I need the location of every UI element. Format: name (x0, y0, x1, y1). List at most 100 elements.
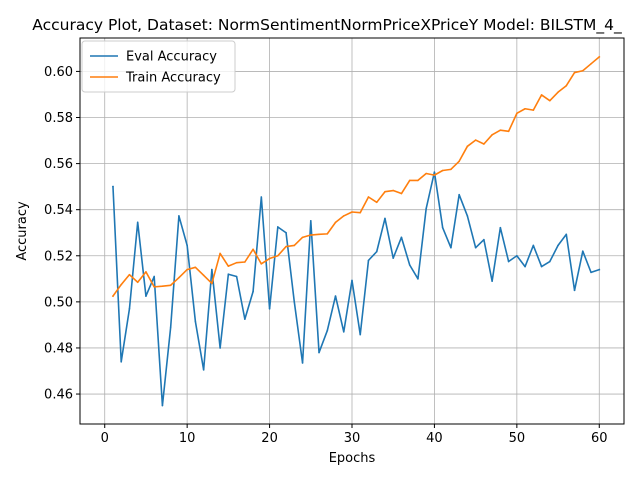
y-tick-label: 0.56 (44, 157, 73, 172)
data-point-eval-accuracy (384, 217, 386, 220)
data-point-eval-accuracy (507, 260, 510, 263)
data-point-train-accuracy (491, 133, 493, 136)
data-point-train-accuracy (309, 234, 312, 236)
data-point-train-accuracy (318, 233, 320, 236)
series-layer (111, 55, 601, 407)
data-point-train-accuracy (466, 145, 469, 148)
data-point-train-accuracy (136, 281, 139, 284)
data-point-eval-accuracy (342, 331, 345, 333)
data-point-train-accuracy (557, 91, 559, 93)
data-point-train-accuracy (301, 236, 304, 239)
data-point-train-accuracy (408, 179, 411, 182)
data-point-eval-accuracy (433, 171, 436, 173)
series-line-eval-accuracy (112, 171, 601, 407)
x-axis-label: Epochs (329, 451, 376, 466)
legend: Eval Accuracy Train Accuracy (81, 40, 236, 93)
data-point-train-accuracy (573, 71, 576, 74)
data-point-train-accuracy (342, 215, 345, 217)
data-point-train-accuracy (367, 196, 370, 198)
y-tick-label: 0.60 (44, 65, 73, 80)
data-point-eval-accuracy (128, 307, 131, 310)
data-point-train-accuracy (400, 192, 403, 195)
data-point-train-accuracy (499, 129, 502, 131)
x-tick-label: 40 (426, 431, 443, 446)
data-point-eval-accuracy (417, 278, 419, 280)
data-point-eval-accuracy (458, 193, 460, 196)
data-point-eval-accuracy (293, 301, 296, 303)
data-point-eval-accuracy (557, 244, 559, 247)
data-point-train-accuracy (450, 168, 452, 171)
data-point-eval-accuracy (136, 221, 139, 224)
data-point-eval-accuracy (565, 233, 568, 236)
x-tick-label: 30 (344, 431, 361, 446)
data-point-train-accuracy (532, 109, 535, 111)
data-point-train-accuracy (120, 283, 123, 286)
data-point-eval-accuracy (549, 260, 551, 263)
data-point-eval-accuracy (219, 347, 221, 349)
x-tick-label: 60 (591, 431, 608, 446)
y-tick-label: 0.58 (44, 111, 73, 126)
data-point-eval-accuracy (309, 219, 312, 222)
data-point-eval-accuracy (145, 295, 147, 297)
data-point-train-accuracy (112, 295, 114, 297)
data-point-train-accuracy (194, 266, 197, 269)
data-point-eval-accuracy (408, 264, 411, 266)
data-point-train-accuracy (458, 160, 460, 163)
data-point-train-accuracy (590, 63, 592, 65)
data-point-train-accuracy (516, 112, 518, 115)
y-tick-label: 0.54 (44, 203, 73, 218)
data-point-eval-accuracy (252, 290, 254, 293)
data-point-eval-accuracy (441, 226, 444, 229)
data-point-eval-accuracy (524, 265, 526, 268)
data-point-eval-accuracy (359, 333, 362, 336)
data-point-train-accuracy (219, 252, 221, 255)
data-point-eval-accuracy (590, 271, 592, 274)
series-points-train-accuracy (112, 56, 601, 297)
data-point-train-accuracy (235, 261, 238, 264)
data-point-train-accuracy (326, 233, 329, 235)
data-point-eval-accuracy (186, 244, 188, 247)
y-tick-label: 0.50 (44, 295, 73, 310)
legend-items: Eval Accuracy Train Accuracy (90, 50, 221, 86)
series-line-train-accuracy (111, 55, 601, 298)
data-point-train-accuracy (474, 139, 477, 141)
data-point-eval-accuracy (367, 259, 370, 262)
data-point-eval-accuracy (112, 185, 114, 188)
data-point-train-accuracy (565, 84, 568, 87)
data-point-eval-accuracy (318, 351, 320, 354)
data-point-train-accuracy (549, 99, 551, 102)
data-point-train-accuracy (598, 56, 601, 58)
data-point-eval-accuracy (466, 215, 469, 217)
data-point-eval-accuracy (474, 246, 477, 249)
data-point-eval-accuracy (301, 362, 304, 364)
data-point-train-accuracy (145, 271, 147, 273)
data-point-train-accuracy (425, 172, 427, 175)
data-point-train-accuracy (293, 244, 296, 247)
chart-title: Accuracy Plot, Dataset: NormSentimentNor… (32, 16, 622, 35)
data-point-eval-accuracy (194, 320, 197, 323)
data-point-eval-accuracy (169, 326, 172, 329)
data-point-eval-accuracy (268, 307, 271, 310)
x-tick-label: 10 (179, 431, 196, 446)
data-point-eval-accuracy (400, 236, 403, 239)
grid-layer (80, 38, 624, 424)
data-point-eval-accuracy (532, 244, 535, 247)
data-point-eval-accuracy (491, 280, 493, 282)
data-point-train-accuracy (227, 265, 230, 267)
data-point-train-accuracy (244, 261, 246, 263)
data-point-eval-accuracy (351, 279, 353, 282)
data-point-eval-accuracy (244, 318, 246, 320)
x-tick-label: 50 (509, 431, 526, 446)
y-tick-label: 0.52 (44, 249, 73, 264)
data-point-eval-accuracy (425, 207, 427, 210)
data-point-train-accuracy (417, 179, 419, 182)
data-point-train-accuracy (375, 201, 378, 204)
data-point-eval-accuracy (120, 360, 123, 363)
data-point-train-accuracy (392, 189, 395, 192)
data-point-train-accuracy (507, 130, 510, 133)
data-point-eval-accuracy (540, 265, 543, 268)
data-point-train-accuracy (441, 169, 444, 172)
data-point-train-accuracy (178, 276, 180, 279)
data-point-train-accuracy (483, 143, 485, 145)
